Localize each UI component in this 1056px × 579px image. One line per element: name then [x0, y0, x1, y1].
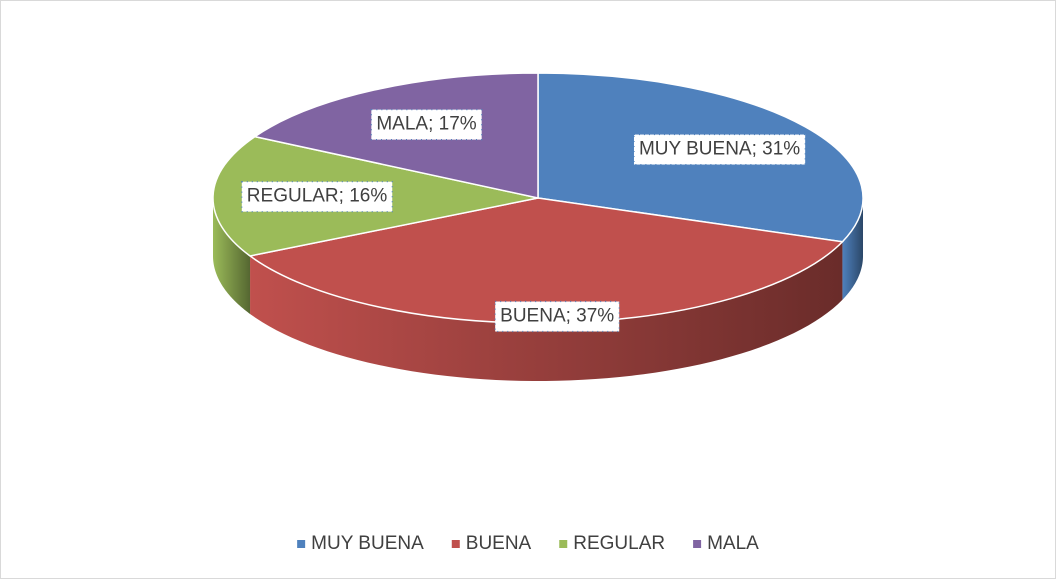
legend-marker: [693, 540, 702, 548]
data-label-box: [633, 133, 806, 166]
data-label: BUENA; 37%: [500, 306, 614, 327]
data-label: REGULAR; 16%: [247, 186, 388, 207]
data-label: MALA; 17%: [376, 114, 476, 135]
legend-label: BUENA: [466, 533, 532, 554]
slice-side: [842, 198, 863, 300]
legend-marker: [451, 540, 460, 548]
legend-label: REGULAR: [573, 533, 665, 554]
data-label-box: [494, 300, 620, 333]
legend-marker: [297, 540, 306, 548]
legend-label: MALA: [707, 533, 759, 554]
data-label: MUY BUENA; 31%: [639, 139, 800, 160]
legend-marker: [559, 540, 568, 548]
legend-label: MUY BUENA: [311, 533, 424, 554]
data-label-box: [241, 181, 393, 213]
data-label-box: [370, 109, 483, 141]
slice-side: [250, 241, 843, 381]
slice-side: [213, 198, 251, 314]
